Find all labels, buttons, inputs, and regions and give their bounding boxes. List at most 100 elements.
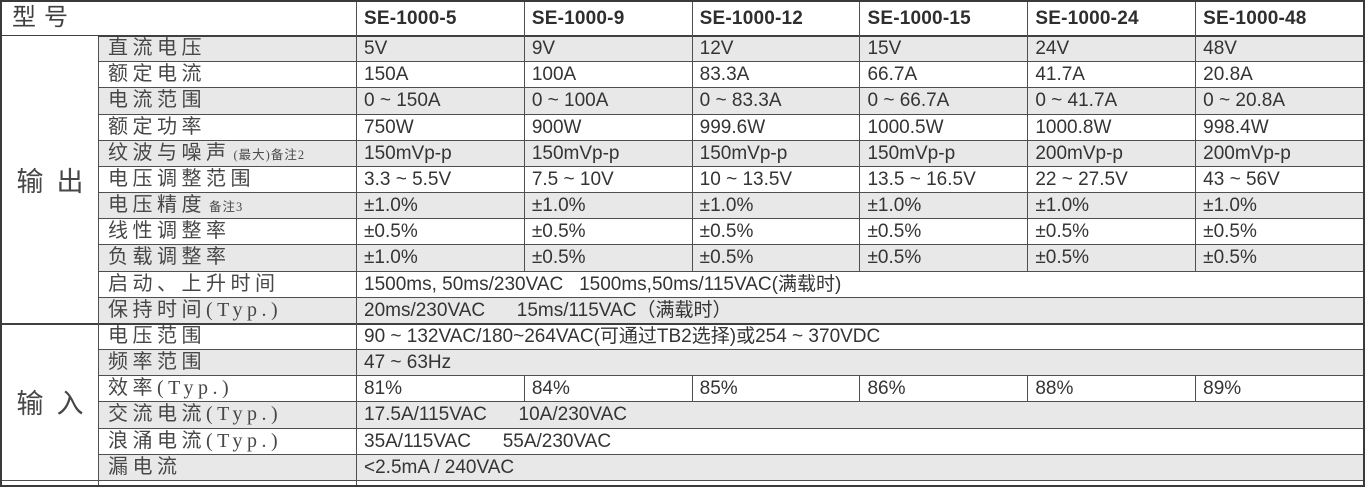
voltage-tolerance-value: ±1.0%: [1196, 193, 1363, 219]
model-row-header: 型号: [2, 2, 356, 35]
row-label-leakage-current: 漏电流: [99, 454, 356, 480]
ripple-noise-value: 150mVp-p: [692, 140, 860, 166]
dc-voltage-value: 12V: [692, 36, 860, 62]
dc-voltage-value: 15V: [860, 36, 1028, 62]
efficiency-value: 84%: [524, 376, 692, 402]
hold-up-time-value: 20ms/230VAC 15ms/115VAC（满载时）: [357, 297, 1363, 323]
current-range-value: 0 ~ 150A: [357, 88, 524, 114]
load-regulation-value: ±0.5%: [860, 245, 1028, 271]
partial-row-cell: [2, 480, 98, 485]
load-regulation-value: ±1.0%: [357, 245, 524, 271]
line-regulation-value: ±0.5%: [1028, 219, 1196, 245]
row-label-rated-power: 额定功率: [99, 114, 356, 140]
rated-current-value: 83.3A: [692, 62, 860, 88]
model-header-se-1000-12: SE-1000-12: [692, 2, 860, 35]
ripple-noise-value: 200mVp-p: [1028, 140, 1196, 166]
voltage-adj-range-value: 7.5 ~ 10V: [524, 166, 692, 193]
rated-current-value: 100A: [524, 62, 692, 88]
voltage-adj-range-value: 22 ~ 27.5V: [1028, 166, 1196, 193]
row-label-efficiency: 效率(Typ.): [99, 376, 356, 402]
voltage-adj-range-value: 13.5 ~ 16.5V: [860, 166, 1028, 193]
row-label-line-regulation: 线性调整率: [99, 219, 356, 245]
row-label-inrush-current: 浪涌电流(Typ.): [99, 428, 356, 454]
ripple-noise-value: 150mVp-p: [860, 140, 1028, 166]
efficiency-value: 88%: [1028, 376, 1196, 402]
model-header-se-1000-5: SE-1000-5: [357, 2, 524, 35]
model-header-se-1000-15: SE-1000-15: [860, 2, 1028, 35]
frequency-range-value: 47 ~ 63Hz: [357, 350, 1363, 376]
leakage-current-value: <2.5mA / 240VAC: [357, 454, 1363, 480]
section-label-output-text: 输出: [16, 166, 97, 197]
setup-rise-time-value: 1500ms, 50ms/230VAC 1500ms,50ms/115VAC(满…: [357, 271, 1363, 297]
voltage-tolerance-value: ±1.0%: [357, 193, 524, 219]
voltage-tolerance-value: ±1.0%: [860, 193, 1028, 219]
rated-power-value: 750W: [357, 114, 524, 140]
rated-power-value: 998.4W: [1196, 114, 1363, 140]
model-row-header-label: 型号: [12, 5, 76, 31]
ripple-noise-note: (最大)备注2: [233, 147, 306, 162]
section-label-input: 输入: [2, 323, 98, 480]
ripple-noise-value: 150mVp-p: [524, 140, 692, 166]
rated-power-value: 1000.8W: [1028, 114, 1196, 140]
rated-power-value: 999.6W: [692, 114, 860, 140]
line-regulation-value: ±0.5%: [860, 219, 1028, 245]
rated-current-value: 20.8A: [1196, 62, 1363, 88]
efficiency-value: 86%: [860, 376, 1028, 402]
inrush-current-value: 35A/115VAC 55A/230VAC: [357, 428, 1363, 454]
row-label-voltage-tolerance: 电压精度 备注3: [99, 193, 356, 219]
efficiency-value: 89%: [1196, 376, 1363, 402]
row-label-voltage-range: 电压范围: [99, 323, 356, 350]
row-label-frequency-range: 频率范围: [99, 350, 356, 376]
model-header-se-1000-24: SE-1000-24: [1028, 2, 1196, 35]
row-label-current-range: 电流范围: [99, 88, 356, 114]
row-label-load-regulation: 负载调整率: [99, 245, 356, 271]
ripple-noise-value: 150mVp-p: [357, 140, 524, 166]
voltage-adj-range-value: 43 ~ 56V: [1196, 166, 1363, 193]
dc-voltage-value: 9V: [524, 36, 692, 62]
voltage-tolerance-value: ±1.0%: [1028, 193, 1196, 219]
row-label-dc-voltage: 直流电压: [99, 36, 356, 62]
efficiency-value: 81%: [357, 376, 524, 402]
line-regulation-value: ±0.5%: [1196, 219, 1363, 245]
ripple-noise-value: 200mVp-p: [1196, 140, 1363, 166]
voltage-range-value: 90 ~ 132VAC/180~264VAC(可通过TB2选择)或254 ~ 3…: [357, 323, 1363, 350]
load-regulation-value: ±0.5%: [1028, 245, 1196, 271]
section-label-output: 输出: [2, 36, 98, 323]
rated-current-value: 150A: [357, 62, 524, 88]
voltage-tolerance-note: 备注3: [209, 200, 244, 215]
row-label-rated-current: 额定电流: [99, 62, 356, 88]
rated-power-value: 1000.5W: [860, 114, 1028, 140]
model-header-se-1000-9: SE-1000-9: [524, 2, 692, 35]
row-label-setup-rise-time: 启动、上升时间: [99, 271, 356, 297]
row-label-ripple-noise: 纹波与噪声 (最大)备注2: [99, 140, 356, 166]
load-regulation-value: ±0.5%: [524, 245, 692, 271]
section-label-input-text: 输入: [16, 389, 97, 420]
ac-current-value: 17.5A/115VAC 10A/230VAC: [357, 402, 1363, 428]
partial-row-cell: [99, 480, 356, 485]
row-label-voltage-adj-range: 电压调整范围: [99, 166, 356, 193]
current-range-value: 0 ~ 100A: [524, 88, 692, 114]
voltage-adj-range-value: 10 ~ 13.5V: [692, 166, 860, 193]
row-label-ac-current: 交流电流(Typ.): [99, 402, 356, 428]
load-regulation-value: ±0.5%: [1196, 245, 1363, 271]
line-regulation-value: ±0.5%: [357, 219, 524, 245]
dc-voltage-value: 24V: [1028, 36, 1196, 62]
voltage-tolerance-value: ±1.0%: [692, 193, 860, 219]
dc-voltage-value: 5V: [357, 36, 524, 62]
line-regulation-value: ±0.5%: [692, 219, 860, 245]
rated-current-value: 66.7A: [860, 62, 1028, 88]
current-range-value: 0 ~ 66.7A: [860, 88, 1028, 114]
rated-power-value: 900W: [524, 114, 692, 140]
rated-current-value: 41.7A: [1028, 62, 1196, 88]
current-range-value: 0 ~ 83.3A: [692, 88, 860, 114]
partial-row-cell: [357, 480, 1363, 485]
line-regulation-value: ±0.5%: [524, 219, 692, 245]
row-label-hold-up-time: 保持时间(Typ.): [99, 297, 356, 323]
load-regulation-value: ±0.5%: [692, 245, 860, 271]
model-header-se-1000-48: SE-1000-48: [1196, 2, 1363, 35]
efficiency-value: 85%: [692, 376, 860, 402]
voltage-adj-range-value: 3.3 ~ 5.5V: [357, 166, 524, 193]
current-range-value: 0 ~ 20.8A: [1196, 88, 1363, 114]
current-range-value: 0 ~ 41.7A: [1028, 88, 1196, 114]
